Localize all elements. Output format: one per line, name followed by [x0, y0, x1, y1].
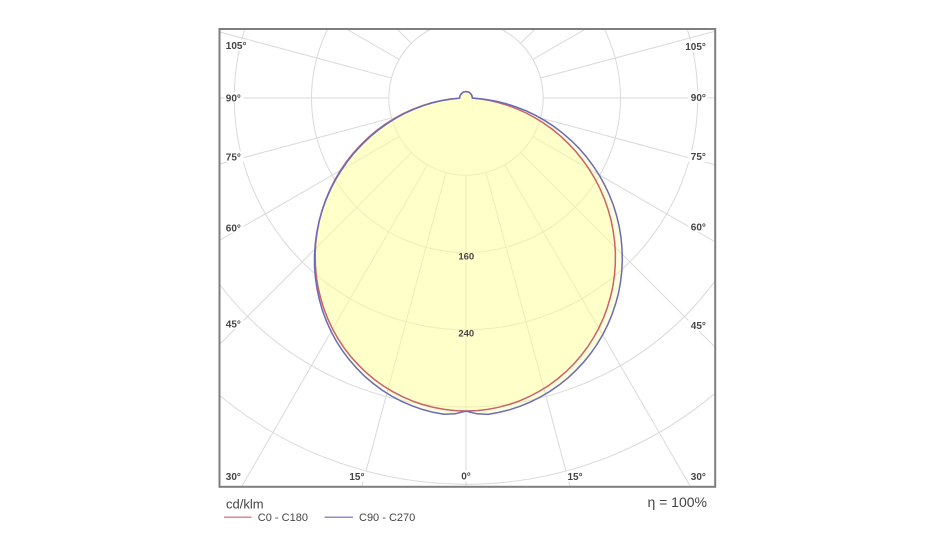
svg-text:15°: 15°: [349, 472, 364, 483]
svg-text:160: 160: [458, 252, 474, 263]
svg-text:45°: 45°: [226, 320, 241, 331]
svg-text:C90 - C270: C90 - C270: [359, 512, 415, 524]
svg-text:60°: 60°: [691, 222, 706, 233]
svg-text:105°: 105°: [685, 42, 706, 53]
svg-text:90°: 90°: [691, 93, 706, 104]
svg-text:45°: 45°: [691, 321, 706, 332]
svg-text:30°: 30°: [691, 472, 706, 483]
svg-text:η = 100%: η = 100%: [647, 494, 707, 510]
svg-text:75°: 75°: [691, 152, 706, 163]
svg-text:C0 - C180: C0 - C180: [258, 512, 308, 524]
svg-text:0°: 0°: [461, 472, 471, 483]
svg-text:cd/klm: cd/klm: [226, 497, 264, 512]
svg-text:60°: 60°: [226, 223, 241, 234]
svg-text:105°: 105°: [226, 41, 247, 52]
svg-text:75°: 75°: [226, 152, 241, 163]
svg-text:30°: 30°: [226, 472, 241, 483]
svg-text:90°: 90°: [226, 93, 241, 104]
svg-text:15°: 15°: [568, 472, 583, 483]
svg-text:240: 240: [458, 329, 474, 340]
